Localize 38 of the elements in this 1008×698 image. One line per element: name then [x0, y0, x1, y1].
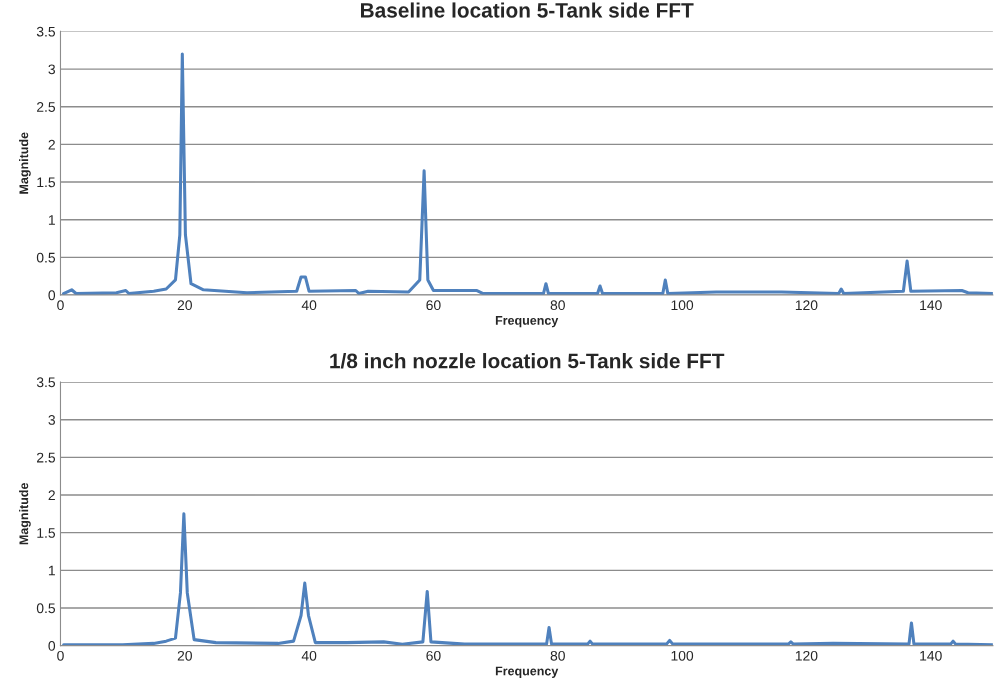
y-tick-label: 1 [48, 215, 55, 225]
x-tick-label: 0 [57, 650, 64, 661]
y-tick-label: 0 [48, 290, 56, 301]
y-axis-title: Magnitude [19, 132, 31, 194]
x-tick-label: 120 [795, 300, 818, 311]
x-tick-label: 120 [795, 650, 818, 661]
x-tick-label: 100 [671, 650, 694, 661]
y-tick-label: 3.5 [36, 26, 56, 37]
y-tick-label: 1.5 [37, 177, 56, 188]
y-tick-label: 2 [48, 490, 55, 501]
x-tick-label: 60 [426, 650, 441, 661]
x-tick-label: 40 [301, 300, 317, 311]
y-tick-label: 3 [48, 415, 56, 425]
x-tick-label: 80 [550, 300, 565, 311]
y-axis-title: Magnitude [19, 483, 31, 545]
x-tick-label: 60 [426, 300, 441, 311]
x-tick-label: 20 [177, 650, 192, 661]
x-axis-title: Frequency [495, 666, 559, 678]
chart-title: 1/8 inch nozzle location 5-Tank side FFT [330, 353, 725, 369]
y-tick-label: 3.5 [36, 377, 56, 388]
y-tick-label: 2.5 [37, 102, 56, 112]
x-tick-label: 80 [550, 650, 565, 661]
chart-title: Baseline location 5-Tank side FFT [360, 2, 694, 18]
y-tick-label: 2 [48, 139, 55, 150]
x-tick-label: 20 [177, 300, 192, 311]
x-axis-title: Frequency [495, 316, 559, 328]
x-tick-label: 140 [920, 300, 942, 311]
y-tick-label: 2.5 [37, 452, 56, 463]
x-tick-label: 140 [920, 650, 942, 661]
y-tick-label: 1 [48, 565, 55, 576]
y-tick-label: 0.5 [36, 252, 56, 263]
x-tick-label: 40 [301, 650, 317, 661]
y-tick-label: 0 [48, 640, 56, 651]
x-tick-label: 0 [57, 300, 64, 311]
y-tick-label: 0.5 [36, 603, 56, 614]
x-tick-label: 100 [671, 300, 694, 311]
y-tick-label: 3 [48, 64, 56, 75]
y-tick-label: 1.5 [37, 528, 56, 538]
